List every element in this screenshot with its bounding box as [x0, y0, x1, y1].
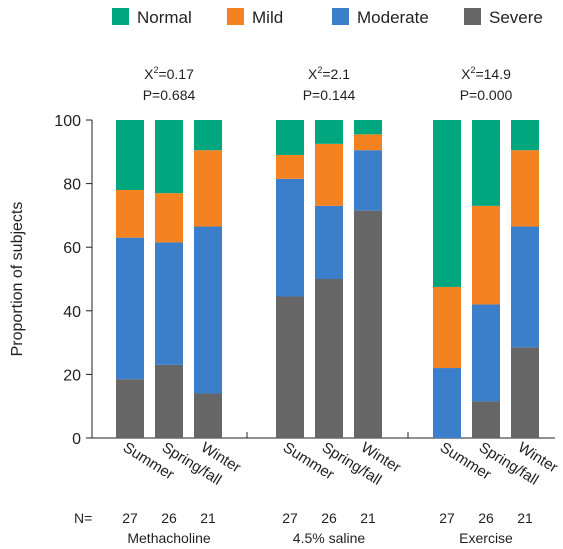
bars [116, 120, 539, 438]
y-tick-label-20: 20 [63, 367, 81, 384]
bar-methacholine-spring-fall-severe [155, 364, 183, 438]
n-value-4-5-saline-summer: 27 [282, 510, 298, 526]
group-label-methacholine: Methacholine [127, 530, 210, 546]
stat-p-value-methacholine: P=0.684 [143, 87, 196, 103]
y-tick-label-100: 100 [54, 113, 81, 130]
bar-4-5-saline-winter-mild [354, 134, 382, 151]
legend-swatch-mild [227, 8, 244, 25]
bar-methacholine-winter-severe [194, 393, 222, 438]
legend-label-normal: Normal [137, 8, 192, 27]
group-label-4-5-saline: 4.5% saline [293, 530, 366, 546]
y-tick-label-80: 80 [63, 177, 81, 194]
bar-exercise-summer-normal [433, 120, 461, 287]
bar-exercise-winter-moderate [511, 226, 539, 348]
bar-4-5-saline-summer-moderate [276, 178, 304, 297]
legend-swatch-severe [464, 8, 481, 25]
bar-exercise-summer-mild [433, 286, 461, 369]
bar-4-5-saline-spring-fall-severe [315, 279, 343, 438]
n-value-exercise-spring-fall: 26 [478, 510, 494, 526]
bar-4-5-saline-summer-severe [276, 296, 304, 438]
bar-exercise-spring-fall-moderate [472, 304, 500, 402]
bar-4-5-saline-summer-mild [276, 154, 304, 179]
bar-exercise-winter-mild [511, 150, 539, 227]
bar-4-5-saline-spring-fall-mild [315, 143, 343, 206]
bar-methacholine-spring-fall-normal [155, 120, 183, 194]
bar-methacholine-summer-moderate [116, 237, 144, 380]
legend-label-mild: Mild [252, 8, 283, 27]
legend: Normal Mild Moderate Severe [112, 8, 543, 27]
bar-methacholine-winter-mild [194, 150, 222, 227]
legend-swatch-normal [112, 8, 129, 25]
sample-size-row: 27 26 21 Methacholine 27 26 21 4.5% saline 27 26 2… [74, 510, 533, 546]
n-value-4-5-saline-spring-fall: 26 [321, 510, 337, 526]
bar-methacholine-winter-normal [194, 120, 222, 151]
bar-4-5-saline-winter-moderate [354, 150, 382, 211]
bar-4-5-saline-spring-fall-moderate [315, 205, 343, 279]
bar-methacholine-summer-severe [116, 379, 144, 438]
bar-exercise-winter-normal [511, 120, 539, 151]
y-axis-title: Proportion of subjects [9, 202, 26, 357]
bar-4-5-saline-winter-normal [354, 120, 382, 135]
y-tick-label-40: 40 [63, 304, 81, 321]
bar-exercise-spring-fall-mild [472, 205, 500, 305]
y-tick-label-0: 0 [72, 431, 81, 448]
bar-methacholine-summer-normal [116, 120, 144, 190]
stat-chi-square-exercise: X2=14.9 [461, 65, 511, 82]
bar-4-5-saline-summer-normal [276, 120, 304, 155]
stat-p-value-exercise: P=0.000 [460, 87, 513, 103]
n-value-exercise-summer: 27 [439, 510, 455, 526]
legend-label-moderate: Moderate [357, 8, 429, 27]
bar-exercise-spring-fall-severe [472, 401, 500, 438]
bar-exercise-spring-fall-normal [472, 120, 500, 206]
bar-exercise-summer-moderate [433, 368, 461, 438]
bar-4-5-saline-spring-fall-normal [315, 120, 343, 144]
bar-exercise-winter-severe [511, 347, 539, 438]
bar-methacholine-summer-mild [116, 189, 144, 238]
n-value-exercise-winter: 21 [517, 510, 533, 526]
bar-methacholine-winter-moderate [194, 226, 222, 394]
n-label: N= [74, 510, 92, 526]
bar-methacholine-spring-fall-moderate [155, 242, 183, 365]
bar-4-5-saline-winter-severe [354, 210, 382, 438]
legend-label-severe: Severe [489, 8, 543, 27]
n-value-methacholine-summer: 27 [122, 510, 138, 526]
group-label-exercise: Exercise [459, 530, 513, 546]
axes: 0 20 40 60 80 100 Proportion of subjects [9, 113, 555, 448]
stat-chi-square-4-5-saline: X2=2.1 [308, 65, 350, 82]
y-tick-label-60: 60 [63, 240, 81, 257]
legend-swatch-moderate [332, 8, 349, 25]
statistics-annotations: X2=0.17 P=0.684 X2=2.1 P=0.144 X2=14.9 P=0.00… [143, 65, 513, 103]
n-value-methacholine-winter: 21 [200, 510, 216, 526]
stat-chi-square-methacholine: X2=0.17 [144, 65, 194, 82]
n-value-methacholine-spring-fall: 26 [161, 510, 177, 526]
n-value-4-5-saline-winter: 21 [360, 510, 376, 526]
bar-methacholine-spring-fall-mild [155, 193, 183, 243]
stat-p-value-4-5-saline: P=0.144 [303, 87, 356, 103]
